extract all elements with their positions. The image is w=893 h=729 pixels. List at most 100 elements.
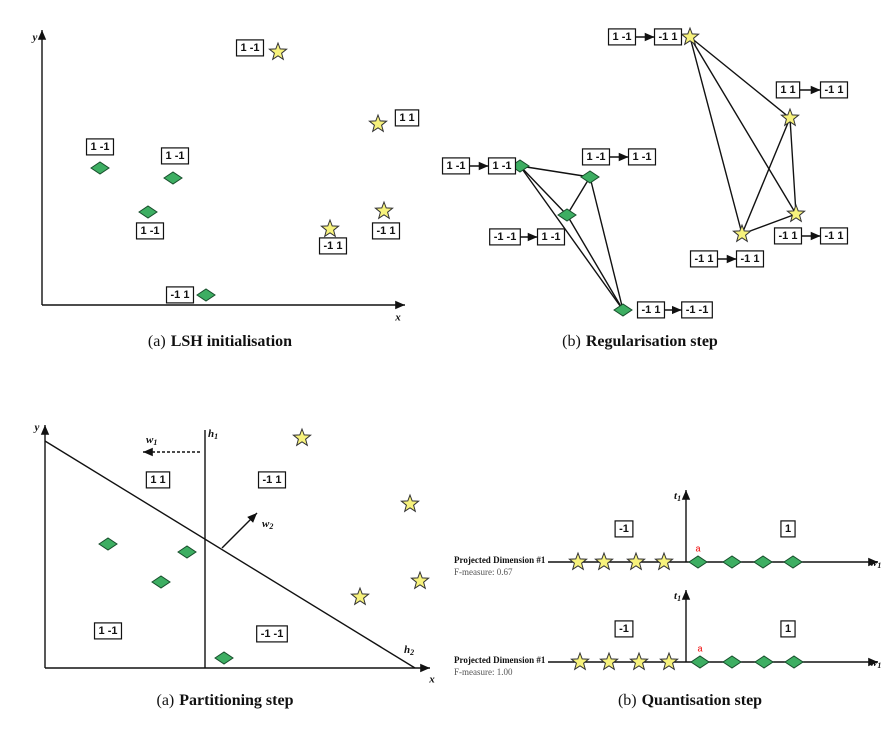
code-box [135,222,165,240]
star-point [732,223,752,243]
code-label: 1 [785,523,791,535]
code-label: -1 -1 [686,304,709,316]
diamond-point [196,288,216,302]
star-point [292,427,312,447]
code-box [145,471,171,489]
code-box [780,520,796,538]
w-label: w1 [870,557,881,570]
code-label: -1 -1 [261,628,284,640]
diamond-point [722,655,742,669]
w1-label: w1 [146,434,157,447]
code-box [394,109,420,127]
y-axis-label: y [33,422,40,434]
diamond-point [177,545,197,559]
star-point [629,651,649,671]
star-point [780,107,800,127]
caption-prefix: (b) [618,692,637,709]
arrow [221,512,258,549]
diamond-point [151,575,171,589]
code-box [371,222,401,240]
label-base: w [146,434,154,446]
code-box [257,471,287,489]
label-subscript: 1 [153,438,157,447]
code-label: -1 1 [324,240,343,252]
dimension-label: Projected Dimension #1 [454,555,546,565]
star-point [320,218,340,238]
code-box [614,520,634,538]
line [741,117,791,235]
code-label: -1 1 [642,304,661,316]
label-base: w [870,557,878,569]
star-point [400,493,420,513]
diamond-point [557,208,577,222]
code-label: 1 -1 [241,42,260,54]
star-point [568,551,588,571]
star-point [594,551,614,571]
code-label: -1 1 [825,84,844,96]
caption-prefix: (b) [562,333,581,350]
star-point [599,651,619,671]
star-point [680,26,700,46]
code-box [256,625,288,643]
label-base: h [404,644,410,656]
star-point [374,200,394,220]
caption-prefix: (a) [157,692,175,709]
line [519,165,591,178]
line [44,440,416,669]
code-label: -1 -1 [494,231,517,243]
star-point [410,570,430,590]
diamond-point [753,555,773,569]
code-label: 1 1 [780,84,795,96]
dimension-label: Projected Dimension #1 [454,655,546,665]
code-label: -1 1 [377,225,396,237]
code-box [160,147,190,165]
code-box [93,622,123,640]
caption-prefix: (a) [148,333,166,350]
line [566,176,591,216]
diamond-point [90,161,110,175]
label-base: t [674,590,678,602]
code-label: -1 1 [263,474,282,486]
line [519,165,568,216]
line [519,165,624,311]
code-label: -1 1 [779,230,798,242]
code-label: -1 1 [695,253,714,265]
t-label: t1 [674,590,681,603]
diamond-point [690,655,710,669]
caption: (a) LSH initialisation [148,333,292,350]
star-point [659,651,679,671]
diamond-point [138,205,158,219]
star-point [570,651,590,671]
code-label: 1 -1 [141,225,160,237]
line [689,36,743,235]
w-label: w1 [870,657,881,670]
star-point [786,203,806,223]
code-label: 1 -1 [99,625,118,637]
diamond-point [98,537,118,551]
diamond-point [580,170,600,184]
code-label: 1 -1 [613,31,632,43]
code-label: 1 -1 [166,150,185,162]
star-point [654,551,674,571]
label-subscript: 1 [677,494,681,503]
code-label: 1 -1 [447,160,466,172]
caption: (a) Partitioning step [157,692,294,709]
label-base: w [262,518,270,530]
star-point [368,113,388,133]
x-axis-label: x [394,312,401,324]
code-box [614,620,634,638]
f-measure: F-measure: 1.00 [454,667,513,677]
code-label: -1 1 [171,289,190,301]
label-subscript: 1 [214,432,218,441]
y-axis-label: y [31,32,38,44]
code-box [85,138,115,156]
caption-title: Quantisation step [642,692,763,709]
label-subscript: 1 [877,561,881,570]
label-subscript: 1 [877,661,881,670]
threshold-marker: a [695,543,700,553]
star-point [268,41,288,61]
diamond-point [783,555,803,569]
code-box [780,620,796,638]
label-subscript: 2 [268,522,273,531]
